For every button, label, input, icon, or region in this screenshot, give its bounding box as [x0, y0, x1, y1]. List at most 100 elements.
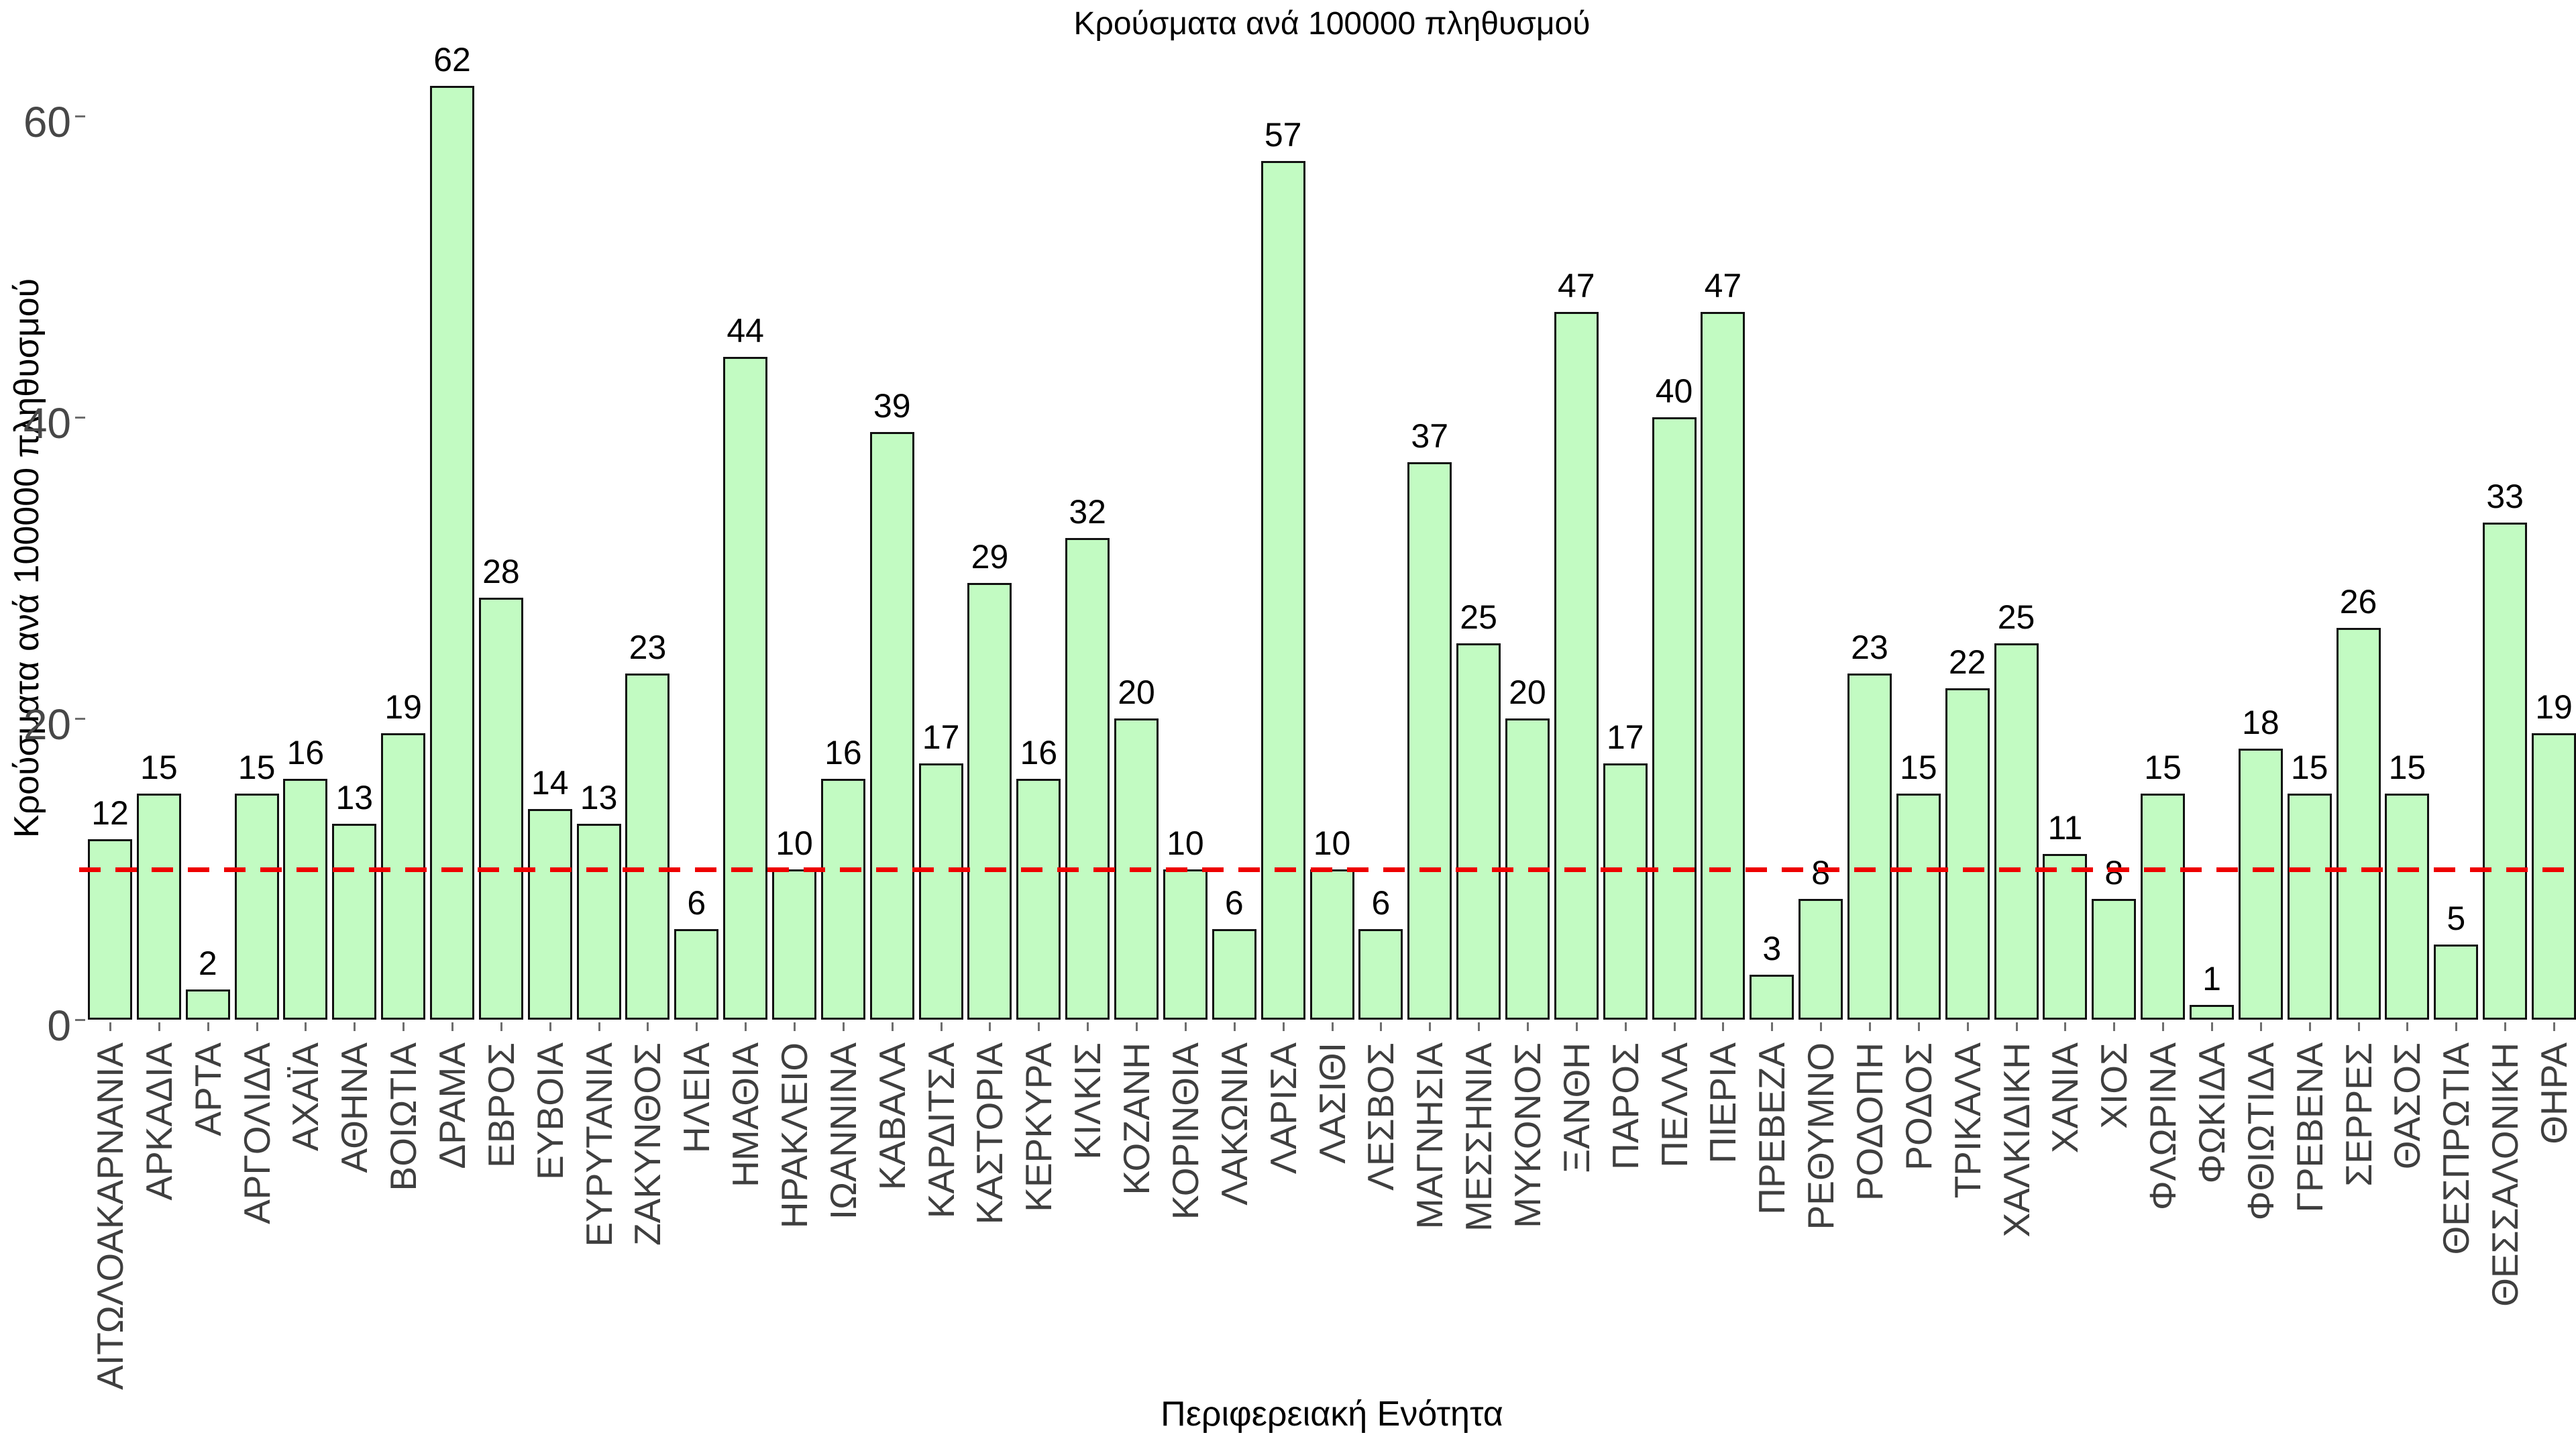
x-tick-label: ΗΛΕΙΑ [676, 1042, 718, 1154]
bar [478, 598, 523, 1020]
reference-line [79, 867, 2576, 872]
x-tick-label: ΛΑΡΙΣΑ [1262, 1042, 1304, 1175]
x-tick-mark [745, 1022, 747, 1031]
bar-value-label: 16 [1020, 733, 1058, 771]
bar-value-label: 6 [1371, 884, 1391, 922]
bar [185, 989, 230, 1020]
x-tick-mark [2162, 1022, 2165, 1031]
x-tick-label: ΑΙΤΩΛΟΑΚΑΡΝΑΝΙΑ [89, 1042, 131, 1390]
x-axis-title: Περιφερειακή Ενότητα [1161, 1395, 1503, 1434]
x-tick-mark [1331, 1022, 1334, 1031]
bar-value-label: 29 [971, 537, 1009, 576]
x-tick-mark [1722, 1022, 1725, 1031]
bar [1847, 673, 1892, 1020]
bar-value-label: 15 [140, 749, 178, 787]
bar-value-label: 57 [1264, 116, 1302, 154]
x-tick-label: ΘΑΣΟΣ [2386, 1042, 2428, 1170]
bar-value-label: 5 [2447, 899, 2466, 937]
x-tick-label: ΠΑΡΟΣ [1604, 1042, 1646, 1170]
x-tick-label: ΛΕΣΒΟΣ [1360, 1042, 1402, 1191]
x-tick-label: ΕΥΡΥΤΑΝΙΑ [578, 1042, 620, 1247]
chart-title: Κρούσματα ανά 100000 πληθυσμού [1073, 6, 1591, 42]
x-tick-mark [354, 1022, 356, 1031]
x-tick-mark [2210, 1022, 2213, 1031]
x-tick-mark [1820, 1022, 1823, 1031]
x-tick-mark [549, 1022, 551, 1031]
x-tick-mark [1526, 1022, 1529, 1031]
bar [2141, 794, 2186, 1020]
x-tick-label: ΜΥΚΟΝΟΣ [1506, 1042, 1548, 1228]
x-tick-label: ΣΕΡΡΕΣ [2337, 1042, 2379, 1187]
bar-value-label: 28 [482, 553, 520, 591]
x-tick-label: ΦΩΚΙΔΑ [2190, 1042, 2233, 1184]
bar-value-label: 10 [1167, 824, 1204, 862]
x-tick-mark [1136, 1022, 1138, 1031]
x-tick-mark [891, 1022, 894, 1031]
bar [430, 86, 475, 1020]
bar-value-label: 13 [580, 779, 618, 817]
bar [2385, 794, 2430, 1020]
bar [1309, 869, 1354, 1020]
x-tick-label: ΠΡΕΒΕΖΑ [1751, 1042, 1793, 1215]
bar [772, 869, 817, 1020]
x-tick-label: ΚΑΣΤΟΡΙΑ [969, 1042, 1011, 1225]
x-tick-mark [1917, 1022, 1920, 1031]
x-tick-mark [1673, 1022, 1676, 1031]
bar-value-label: 23 [1851, 628, 1888, 666]
bar [283, 778, 328, 1020]
bar-value-label: 20 [1118, 674, 1155, 711]
x-tick-label: ΤΡΙΚΑΛΑ [1946, 1042, 1988, 1199]
x-tick-label: ΛΑΚΩΝΙΑ [1213, 1042, 1255, 1205]
bar [1065, 537, 1110, 1020]
bar-value-label: 47 [1557, 266, 1595, 305]
bar [1750, 974, 1794, 1020]
y-tick-mark [75, 115, 85, 117]
bar-value-label: 12 [91, 794, 129, 832]
bar-value-label: 44 [727, 312, 764, 350]
bar [1994, 643, 2039, 1020]
x-tick-mark [109, 1022, 111, 1031]
bar [527, 808, 572, 1020]
bar [2189, 1004, 2234, 1020]
x-tick-label: ΧΙΟΣ [2093, 1042, 2135, 1129]
x-tick-mark [1038, 1022, 1040, 1031]
x-tick-mark [1868, 1022, 1871, 1031]
bar [869, 432, 914, 1020]
bar [1554, 311, 1599, 1020]
y-tick-mark [75, 1019, 85, 1021]
bar-value-label: 14 [531, 763, 569, 802]
x-tick-label: ΧΑΛΚΙΔΙΚΗ [1995, 1042, 2037, 1238]
y-tick-label: 0 [47, 1002, 71, 1050]
x-tick-label: ΘΕΣΣΑΛΟΝΙΚΗ [2484, 1042, 2526, 1307]
x-tick-label: ΡΕΘΥΜΝΟ [1800, 1042, 1842, 1230]
bar-value-label: 32 [1069, 492, 1106, 531]
x-tick-label: ΚΙΛΚΙΣ [1067, 1042, 1109, 1160]
bar [2043, 854, 2088, 1020]
x-tick-mark [402, 1022, 405, 1031]
bar-value-label: 62 [433, 41, 471, 79]
x-tick-mark [2406, 1022, 2409, 1031]
bar-value-label: 19 [2535, 688, 2573, 727]
bar-value-label: 13 [335, 779, 374, 817]
x-tick-mark [2064, 1022, 2067, 1031]
x-tick-label: ΚΑΒΑΛΑ [871, 1042, 913, 1191]
x-tick-label: ΧΑΝΙΑ [2044, 1042, 2086, 1154]
bar [2434, 944, 2479, 1020]
x-tick-label: ΜΕΣΣΗΝΙΑ [1458, 1042, 1500, 1232]
x-tick-label: ΦΘΙΩΤΙΔΑ [2239, 1042, 2282, 1221]
bar-value-label: 8 [2104, 854, 2124, 892]
x-tick-mark [647, 1022, 649, 1031]
x-tick-mark [842, 1022, 845, 1031]
x-tick-label: ΕΥΒΟΙΑ [529, 1042, 571, 1180]
x-tick-mark [940, 1022, 943, 1031]
y-tick-mark [75, 417, 85, 419]
x-tick-mark [2504, 1022, 2507, 1031]
bar [2287, 794, 2332, 1020]
bar-value-label: 25 [1460, 598, 1497, 636]
x-tick-mark [2259, 1022, 2262, 1031]
x-tick-label: ΑΡΚΑΔΙΑ [138, 1042, 180, 1201]
x-tick-label: ΚΟΡΙΝΘΙΑ [1164, 1042, 1206, 1220]
bar [674, 929, 719, 1020]
x-tick-label: ΠΙΕΡΙΑ [1702, 1042, 1744, 1164]
bar-value-label: 23 [629, 628, 667, 666]
